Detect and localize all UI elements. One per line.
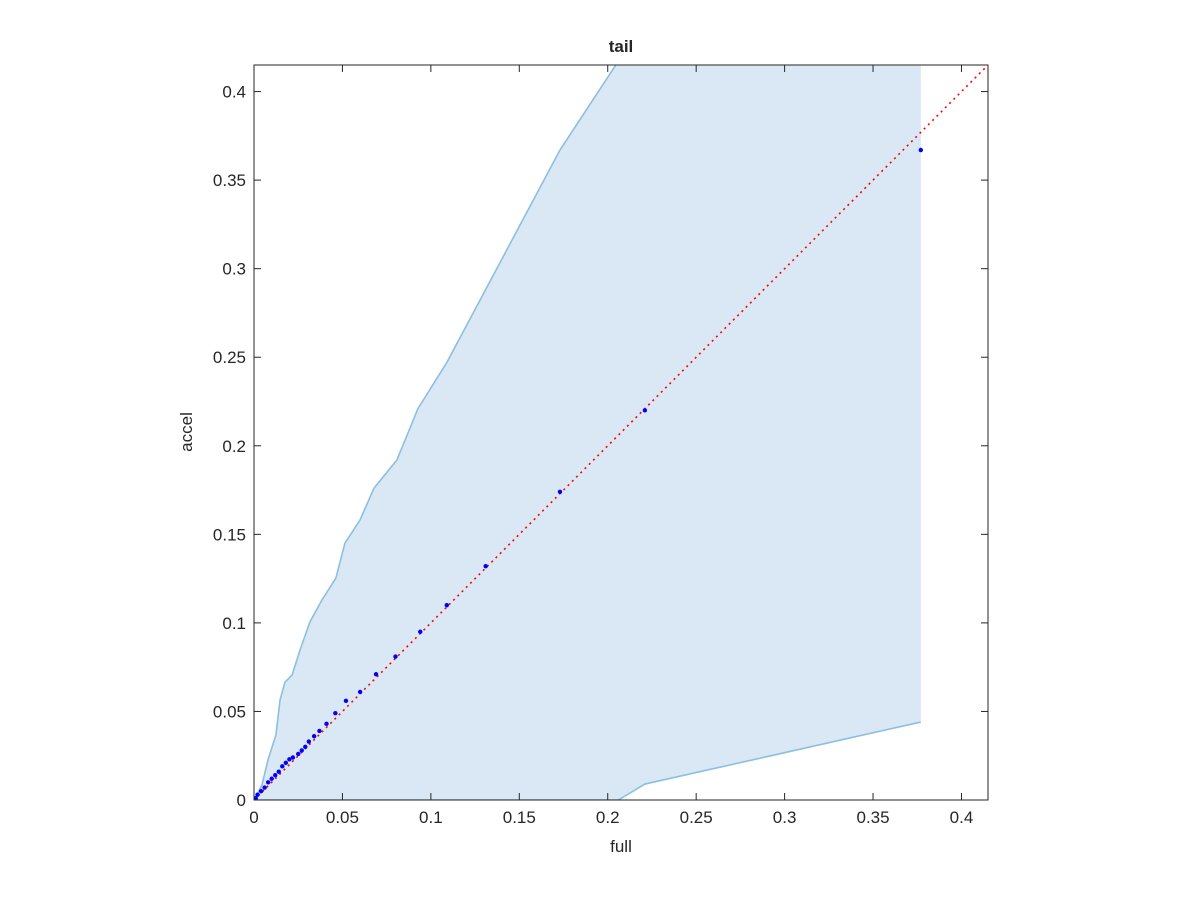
data-point — [290, 755, 296, 760]
band-upper — [254, 65, 617, 800]
plot-area — [254, 65, 988, 800]
data-point — [317, 728, 322, 734]
band-fill — [254, 65, 921, 800]
reference-line — [254, 65, 988, 800]
band-lower — [254, 721, 921, 800]
data-point — [483, 564, 488, 569]
data-point — [265, 780, 271, 785]
data-point — [373, 672, 379, 677]
data-point — [283, 760, 289, 766]
y-tick-label: 0.15 — [213, 525, 246, 544]
data-point — [296, 751, 301, 757]
y-axis-label: accel — [177, 412, 196, 452]
x-tick-label: 0 — [249, 808, 258, 827]
data-point — [357, 689, 363, 695]
axes-box — [253, 64, 989, 801]
data-point — [262, 785, 267, 790]
data-point — [444, 602, 449, 608]
data-point — [333, 711, 338, 716]
data-point — [393, 654, 398, 659]
y-tick-label: 0.35 — [213, 171, 246, 190]
data-point — [273, 773, 278, 778]
x-tick-label: 0.35 — [856, 808, 889, 827]
y-tick-label: 0.1 — [222, 614, 246, 633]
y-tick-label: 0 — [237, 791, 246, 810]
data-point — [254, 796, 258, 800]
data-point — [306, 739, 312, 744]
x-tick-label: 0.1 — [419, 808, 443, 827]
y-tick-label: 0.2 — [222, 437, 246, 456]
data-point — [276, 769, 281, 774]
data-point — [258, 788, 264, 794]
y-tick-label: 0.05 — [213, 702, 246, 721]
data-point — [418, 629, 423, 634]
data-point — [642, 408, 648, 413]
x-axis-label: full — [610, 837, 632, 856]
data-point — [303, 744, 308, 750]
x-tick-label: 0.25 — [680, 808, 713, 827]
chart-title: tail — [609, 37, 634, 56]
x-tick-label: 0.3 — [773, 808, 797, 827]
y-tick-label: 0.25 — [213, 348, 246, 367]
data-point — [557, 489, 563, 495]
data-point — [269, 776, 274, 781]
data-point — [311, 734, 317, 739]
data-point — [324, 721, 329, 727]
data-point — [918, 147, 923, 153]
x-tick-label: 0.05 — [326, 808, 359, 827]
data-point — [343, 698, 349, 704]
data-point — [255, 792, 260, 797]
x-tick-label: 0.15 — [503, 808, 536, 827]
y-tick-label: 0.3 — [222, 260, 246, 279]
data-point — [280, 764, 285, 769]
data-point — [287, 757, 292, 762]
y-tick-label: 0.4 — [222, 83, 246, 102]
x-tick-label: 0.2 — [596, 808, 620, 827]
x-tick-label: 0.4 — [950, 808, 974, 827]
data-point — [299, 748, 304, 753]
